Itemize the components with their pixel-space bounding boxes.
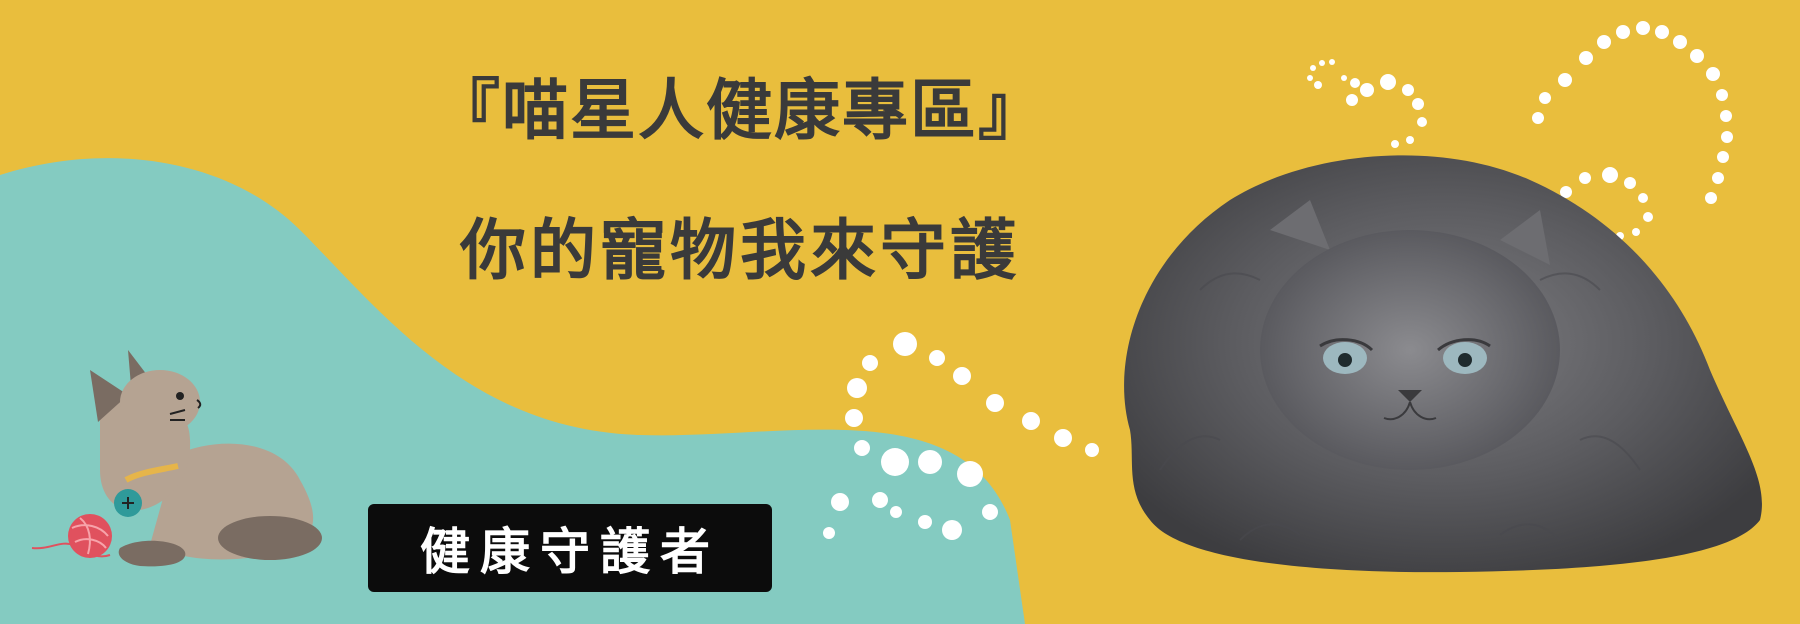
page-subtitle: 你的寵物我來守護 <box>460 212 1020 289</box>
health-guardian-button[interactable]: 健康守護者 <box>368 504 772 592</box>
persian-cat-illustration <box>1124 155 1762 573</box>
page-title: 『喵星人健康專區』 <box>434 72 1046 149</box>
cartoon-cat-with-yarn-illustration <box>31 350 322 567</box>
